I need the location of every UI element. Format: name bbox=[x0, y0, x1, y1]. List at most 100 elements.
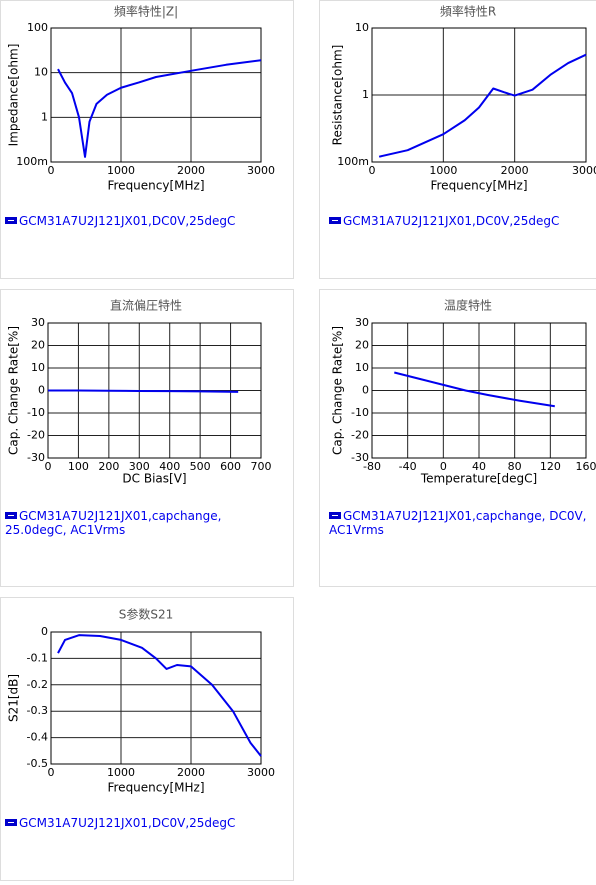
x-axis-label: DC Bias[V] bbox=[122, 472, 186, 486]
x-tick-label: 80 bbox=[508, 460, 522, 473]
x-tick-label: 200 bbox=[98, 460, 119, 473]
y-axis-label: Cap. Change Rate[%] bbox=[7, 326, 21, 455]
legend-swatch bbox=[5, 217, 17, 224]
y-tick-label: -10 bbox=[351, 406, 369, 419]
y-tick-label: 100m bbox=[337, 155, 369, 168]
y-tick-label: -0.4 bbox=[27, 731, 48, 744]
x-axis-label: Frequency[MHz] bbox=[107, 179, 204, 193]
x-tick-label: 40 bbox=[472, 460, 486, 473]
x-tick-label: 160 bbox=[576, 460, 596, 473]
chart-title: 直流偏圧特性 bbox=[110, 298, 182, 313]
x-tick-label: 1000 bbox=[107, 766, 135, 779]
legend-swatch bbox=[5, 512, 17, 519]
chart-title: 頻率特性|Z| bbox=[114, 4, 178, 19]
legend-label: GCM31A7U2J121JX01,DC0V,25degC bbox=[19, 816, 236, 830]
y-tick-label: 1 bbox=[362, 88, 369, 101]
x-tick-label: 3000 bbox=[572, 164, 596, 177]
y-tick-label: 1 bbox=[41, 110, 48, 123]
y-tick-label: 10 bbox=[355, 21, 369, 34]
x-tick-label: 0 bbox=[369, 164, 376, 177]
y-tick-label: -20 bbox=[351, 429, 369, 442]
x-axis-label: Frequency[MHz] bbox=[430, 179, 527, 193]
legend-label: GCM31A7U2J121JX01,capchange, DC0V, AC1Vr… bbox=[329, 509, 587, 537]
panel bbox=[319, 289, 596, 587]
plot-frame bbox=[50, 27, 262, 163]
y-tick-label: 10 bbox=[355, 361, 369, 374]
panel bbox=[0, 289, 294, 587]
y-axis-label: Cap. Change Rate[%] bbox=[331, 326, 345, 455]
x-tick-label: 400 bbox=[159, 460, 180, 473]
chart-title: S参数S21 bbox=[119, 607, 174, 622]
x-tick-label: 3000 bbox=[247, 766, 275, 779]
y-tick-label: 30 bbox=[355, 316, 369, 329]
panel bbox=[319, 0, 596, 279]
y-tick-label: 20 bbox=[31, 339, 45, 352]
panel bbox=[0, 0, 294, 279]
y-tick-label: 30 bbox=[31, 316, 45, 329]
panel bbox=[0, 597, 294, 881]
x-tick-label: 100 bbox=[68, 460, 89, 473]
x-tick-label: 2000 bbox=[501, 164, 529, 177]
y-tick-label: 100 bbox=[27, 21, 48, 34]
legend-entry: GCM31A7U2J121JX01,DC0V,25degC bbox=[5, 214, 275, 228]
legend-entry: GCM31A7U2J121JX01,capchange, DC0V, AC1Vr… bbox=[329, 509, 596, 537]
chart-title: 温度特性 bbox=[444, 298, 492, 313]
chart-title: 頻率特性R bbox=[440, 4, 496, 19]
x-tick-label: 700 bbox=[251, 460, 272, 473]
y-tick-label: -30 bbox=[351, 451, 369, 464]
x-tick-label: 0 bbox=[45, 460, 52, 473]
plot-frame bbox=[371, 322, 587, 459]
y-tick-label: 100m bbox=[16, 155, 48, 168]
y-tick-label: -0.2 bbox=[27, 678, 48, 691]
y-tick-label: 0 bbox=[38, 384, 45, 397]
y-tick-label: 0 bbox=[41, 625, 48, 638]
x-tick-label: 3000 bbox=[247, 164, 275, 177]
data-line bbox=[394, 371, 555, 408]
y-tick-label: 20 bbox=[355, 339, 369, 352]
y-tick-label: 10 bbox=[31, 361, 45, 374]
legend-entry: GCM31A7U2J121JX01,DC0V,25degC bbox=[329, 214, 596, 228]
y-axis-label: S21[dB] bbox=[7, 674, 21, 722]
legend-swatch bbox=[329, 217, 341, 224]
plot-frame bbox=[371, 27, 587, 163]
legend-label: GCM31A7U2J121JX01,capchange, 25.0degC, A… bbox=[5, 509, 222, 537]
x-tick-label: 2000 bbox=[177, 766, 205, 779]
x-tick-label: -40 bbox=[399, 460, 417, 473]
data-line bbox=[57, 634, 262, 757]
plot-frame bbox=[50, 631, 262, 765]
data-line bbox=[48, 389, 239, 393]
legend-entry: GCM31A7U2J121JX01,capchange, 25.0degC, A… bbox=[5, 509, 275, 537]
y-tick-label: -10 bbox=[27, 406, 45, 419]
x-tick-label: 1000 bbox=[107, 164, 135, 177]
legend-label: GCM31A7U2J121JX01,DC0V,25degC bbox=[19, 214, 236, 228]
data-line bbox=[378, 53, 587, 158]
x-tick-label: 0 bbox=[48, 766, 55, 779]
x-tick-label: 0 bbox=[48, 164, 55, 177]
y-tick-label: -30 bbox=[27, 451, 45, 464]
y-axis-label: Impedance[ohm] bbox=[7, 44, 21, 147]
y-axis-label: Resistance[ohm] bbox=[331, 45, 345, 146]
y-tick-label: -20 bbox=[27, 429, 45, 442]
x-tick-label: 0 bbox=[440, 460, 447, 473]
data-line bbox=[57, 59, 262, 158]
x-axis-label: Frequency[MHz] bbox=[107, 781, 204, 795]
legend-label: GCM31A7U2J121JX01,DC0V,25degC bbox=[343, 214, 560, 228]
y-tick-label: -0.1 bbox=[27, 651, 48, 664]
x-tick-label: 300 bbox=[129, 460, 150, 473]
x-tick-label: 1000 bbox=[429, 164, 457, 177]
y-tick-label: -0.3 bbox=[27, 704, 48, 717]
legend-swatch bbox=[329, 512, 341, 519]
x-tick-label: 2000 bbox=[177, 164, 205, 177]
legend-swatch bbox=[5, 819, 17, 826]
y-tick-label: 0 bbox=[362, 384, 369, 397]
legend-entry: GCM31A7U2J121JX01,DC0V,25degC bbox=[5, 816, 275, 830]
x-tick-label: 120 bbox=[540, 460, 561, 473]
x-tick-label: 600 bbox=[220, 460, 241, 473]
y-tick-label: -0.5 bbox=[27, 757, 48, 770]
x-tick-label: 500 bbox=[190, 460, 211, 473]
x-axis-label: Temperature[degC] bbox=[420, 472, 537, 486]
x-tick-label: -80 bbox=[363, 460, 381, 473]
y-tick-label: 10 bbox=[34, 66, 48, 79]
